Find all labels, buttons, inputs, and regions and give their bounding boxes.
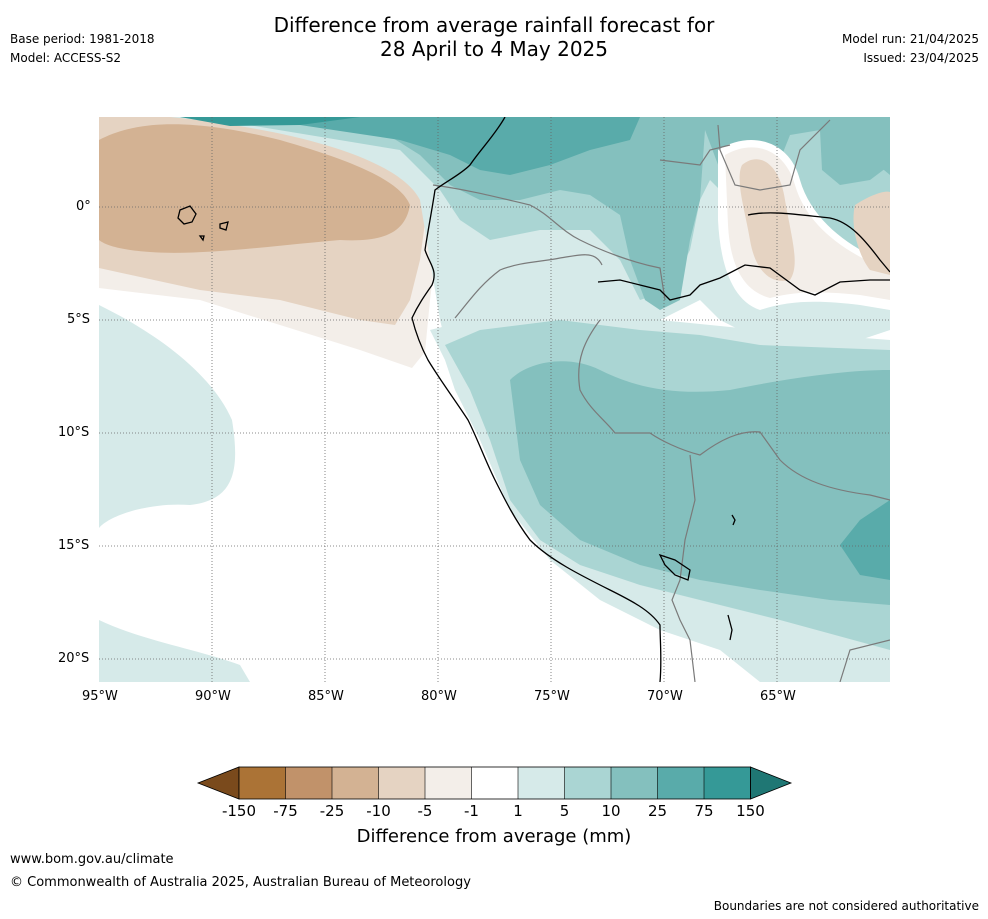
coastline <box>177 117 890 682</box>
colorbar-tick-label: -1 <box>464 802 479 820</box>
colorbar-swatch <box>378 767 425 799</box>
colorbar-tick-label: -150 <box>221 802 257 820</box>
country-borders <box>432 119 890 682</box>
lon-label: 75°W <box>534 689 570 704</box>
lat-label: 0° <box>76 199 91 214</box>
colorbar-tick-label: -25 <box>319 802 345 820</box>
contour-75-150-north <box>180 117 360 126</box>
lat-label: 15°S <box>58 538 90 553</box>
contour-1-5-west <box>99 305 236 528</box>
lon-label: 65°W <box>760 689 796 704</box>
contour-1-5-north <box>170 117 890 370</box>
model-text: Model: ACCESS-S2 <box>10 51 122 65</box>
base-period-text: Base period: 1981-2018 <box>10 32 155 46</box>
footer-copyright: © Commonwealth of Australia 2025, Austra… <box>10 875 471 890</box>
lat-label: 20°S <box>58 651 90 666</box>
colorbar-swatch <box>239 767 286 799</box>
map-field <box>99 117 890 682</box>
colorbar-tick-label: 25 <box>647 802 668 820</box>
title-line-1: Difference from average rainfall forecas… <box>273 13 715 37</box>
page-title: Difference from average rainfall forecas… <box>0 13 988 61</box>
colorbar-swatch <box>611 767 658 799</box>
colorbar-high-arrow <box>750 766 793 800</box>
colorbar-swatch <box>518 767 565 799</box>
colorbar-swatch <box>471 767 518 799</box>
issued-text: Issued: 23/04/2025 <box>863 51 979 65</box>
colorbar-tick-label: 10 <box>601 802 621 820</box>
lat-label: 5°S <box>67 312 91 327</box>
colorbar-swatch <box>332 767 379 799</box>
colorbar-tick-label: -5 <box>417 802 433 820</box>
lon-label: 70°W <box>647 689 683 704</box>
contour-25-75-south <box>840 500 890 580</box>
colorbar-tick-label: -10 <box>366 802 391 820</box>
footer-url[interactable]: www.bom.gov.au/climate <box>10 852 174 867</box>
colorbar-swatch <box>657 767 704 799</box>
title-line-2: 28 April to 4 May 2025 <box>380 37 608 61</box>
colorbar-swatch <box>425 767 472 799</box>
contour-10-25-ne <box>820 120 890 185</box>
contour-neg5-ne2 <box>853 191 890 275</box>
colorbar-tick-label: 5 <box>559 802 570 820</box>
colorbar-swatch <box>564 767 611 799</box>
lat-label: 10°S <box>58 425 90 440</box>
model-run-text: Model run: 21/04/2025 <box>841 32 979 46</box>
lon-label: 90°W <box>195 689 231 704</box>
colorbar-swatch <box>704 767 751 799</box>
colorbar-tick-label: 150 <box>736 802 765 820</box>
lon-label: 95°W <box>82 689 118 704</box>
footer-disclaimer: Boundaries are not considered authoritat… <box>713 899 979 913</box>
lon-label: 85°W <box>308 689 344 704</box>
colorbar-swatch <box>285 767 332 799</box>
colorbar <box>196 766 793 800</box>
contour-neg5-ne <box>739 159 795 281</box>
contour-neg10-neg25 <box>99 124 410 253</box>
colorbar-title: Difference from average (mm) <box>356 826 632 847</box>
graticule <box>99 117 890 682</box>
colorbar-tick-label: -75 <box>273 802 298 820</box>
contour-25-75-north <box>180 117 640 175</box>
colorbar-tick-label: 1 <box>513 802 523 820</box>
lon-label: 80°W <box>421 689 457 704</box>
colorbar-tick-label: 75 <box>694 802 714 820</box>
colorbar-low-arrow <box>196 766 240 800</box>
